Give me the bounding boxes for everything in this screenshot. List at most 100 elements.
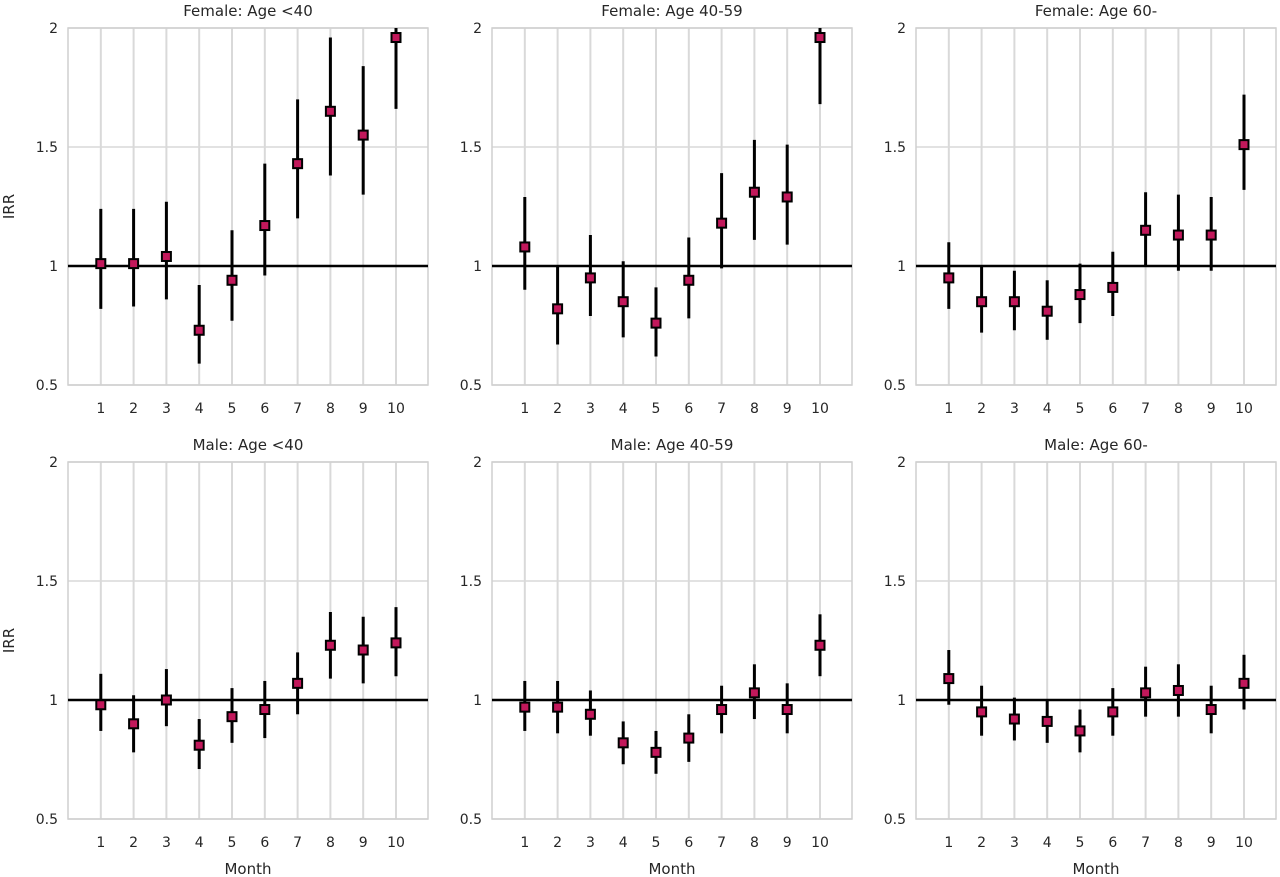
x-tick-label: 1 — [944, 401, 953, 417]
x-tick-label: 6 — [1108, 835, 1117, 851]
data-point — [781, 191, 793, 203]
data-point — [226, 711, 238, 723]
x-tick-label: 4 — [195, 835, 204, 851]
panel-1: 0.5 1 1.5 2 1 2 3 4 5 6 7 8 9 10 Female: Age <40 IRR — [0, 2, 429, 417]
x-tick-label: 2 — [553, 401, 562, 417]
data-point — [226, 274, 238, 286]
data-point — [683, 732, 695, 744]
x-tick-label: 8 — [326, 401, 335, 417]
data-point — [748, 186, 760, 198]
x-tick-label: 7 — [293, 835, 302, 851]
data-point — [976, 706, 988, 718]
data-point — [128, 258, 140, 270]
x-tick-label: 9 — [359, 401, 368, 417]
x-tick-label: 10 — [387, 835, 405, 851]
x-tick-label: 3 — [162, 835, 171, 851]
x-tick-label: 3 — [162, 401, 171, 417]
x-axis-label: Month — [648, 860, 695, 877]
data-point — [390, 637, 402, 649]
x-tick-label: 10 — [1235, 401, 1253, 417]
y-tick-label: 2 — [49, 21, 58, 37]
y-tick-label: 1.5 — [884, 574, 906, 590]
data-point — [1205, 229, 1217, 241]
data-point — [650, 746, 662, 758]
x-tick-label: 2 — [977, 401, 986, 417]
x-tick-label: 9 — [1207, 401, 1216, 417]
data-point — [1238, 677, 1250, 689]
x-tick-label: 9 — [783, 401, 792, 417]
x-tick-label: 4 — [619, 401, 628, 417]
data-point — [193, 324, 205, 336]
x-tick-label: 7 — [1141, 835, 1150, 851]
data-point — [128, 718, 140, 730]
y-tick-label: 1 — [49, 259, 58, 275]
data-point — [552, 303, 564, 315]
y-tick-label: 1.5 — [460, 574, 482, 590]
data-point — [584, 708, 596, 720]
data-point — [976, 296, 988, 308]
data-point — [357, 129, 369, 141]
data-point — [160, 250, 172, 262]
x-tick-label: 3 — [1010, 401, 1019, 417]
x-axis-label: Month — [1072, 860, 1119, 877]
y-tick-label: 2 — [473, 455, 482, 471]
data-point — [617, 296, 629, 308]
x-tick-label: 6 — [1108, 401, 1117, 417]
x-tick-label: 4 — [619, 835, 628, 851]
x-tick-label: 9 — [783, 835, 792, 851]
x-tick-label: 10 — [811, 401, 829, 417]
data-point — [1074, 289, 1086, 301]
plot-frame — [491, 461, 853, 820]
x-tick-label: 5 — [652, 835, 661, 851]
y-tick-label: 2 — [897, 21, 906, 37]
x-tick-label: 7 — [293, 401, 302, 417]
data-point — [1107, 706, 1119, 718]
plot-frame — [67, 461, 429, 820]
panel-title: Male: Age 40-59 — [611, 436, 734, 454]
y-tick-label: 1 — [473, 259, 482, 275]
plot-frame — [491, 27, 853, 386]
plot-frame — [67, 27, 429, 386]
data-point — [519, 701, 531, 713]
x-axis-label: Month — [224, 860, 271, 877]
y-tick-label: 1.5 — [884, 140, 906, 156]
data-point — [292, 158, 304, 170]
x-tick-label: 7 — [717, 401, 726, 417]
y-tick-label: 2 — [49, 455, 58, 471]
y-tick-label: 1.5 — [460, 140, 482, 156]
y-tick-label: 1 — [897, 259, 906, 275]
x-tick-label: 2 — [129, 835, 138, 851]
panel-2: 0.5 1 1.5 2 1 2 3 4 5 6 7 8 9 10 Female: Age 40-59 — [460, 2, 853, 417]
y-tick-label: 1 — [49, 693, 58, 709]
data-point — [95, 699, 107, 711]
data-point — [584, 272, 596, 284]
data-point — [390, 32, 402, 44]
data-point — [1172, 229, 1184, 241]
x-tick-label: 8 — [326, 835, 335, 851]
plot-frame — [915, 27, 1277, 386]
data-point — [617, 737, 629, 749]
x-tick-label: 2 — [553, 835, 562, 851]
data-point — [716, 704, 728, 716]
x-tick-label: 4 — [1043, 835, 1052, 851]
x-tick-label: 3 — [1010, 835, 1019, 851]
panel-title: Female: Age 60- — [1035, 2, 1157, 20]
x-tick-label: 3 — [586, 401, 595, 417]
x-tick-label: 7 — [717, 835, 726, 851]
y-tick-label: 1 — [473, 693, 482, 709]
data-point — [193, 739, 205, 751]
x-tick-label: 3 — [586, 835, 595, 851]
data-point — [357, 644, 369, 656]
data-point — [716, 217, 728, 229]
x-tick-label: 5 — [1076, 401, 1085, 417]
y-tick-label: 0.5 — [884, 812, 906, 828]
x-tick-label: 8 — [1174, 835, 1183, 851]
x-tick-label: 4 — [195, 401, 204, 417]
data-point — [814, 32, 826, 44]
y-tick-label: 2 — [473, 21, 482, 37]
data-point — [650, 317, 662, 329]
x-tick-label: 10 — [1235, 835, 1253, 851]
x-tick-label: 9 — [1207, 835, 1216, 851]
x-tick-label: 8 — [750, 835, 759, 851]
y-tick-label: 0.5 — [460, 378, 482, 394]
